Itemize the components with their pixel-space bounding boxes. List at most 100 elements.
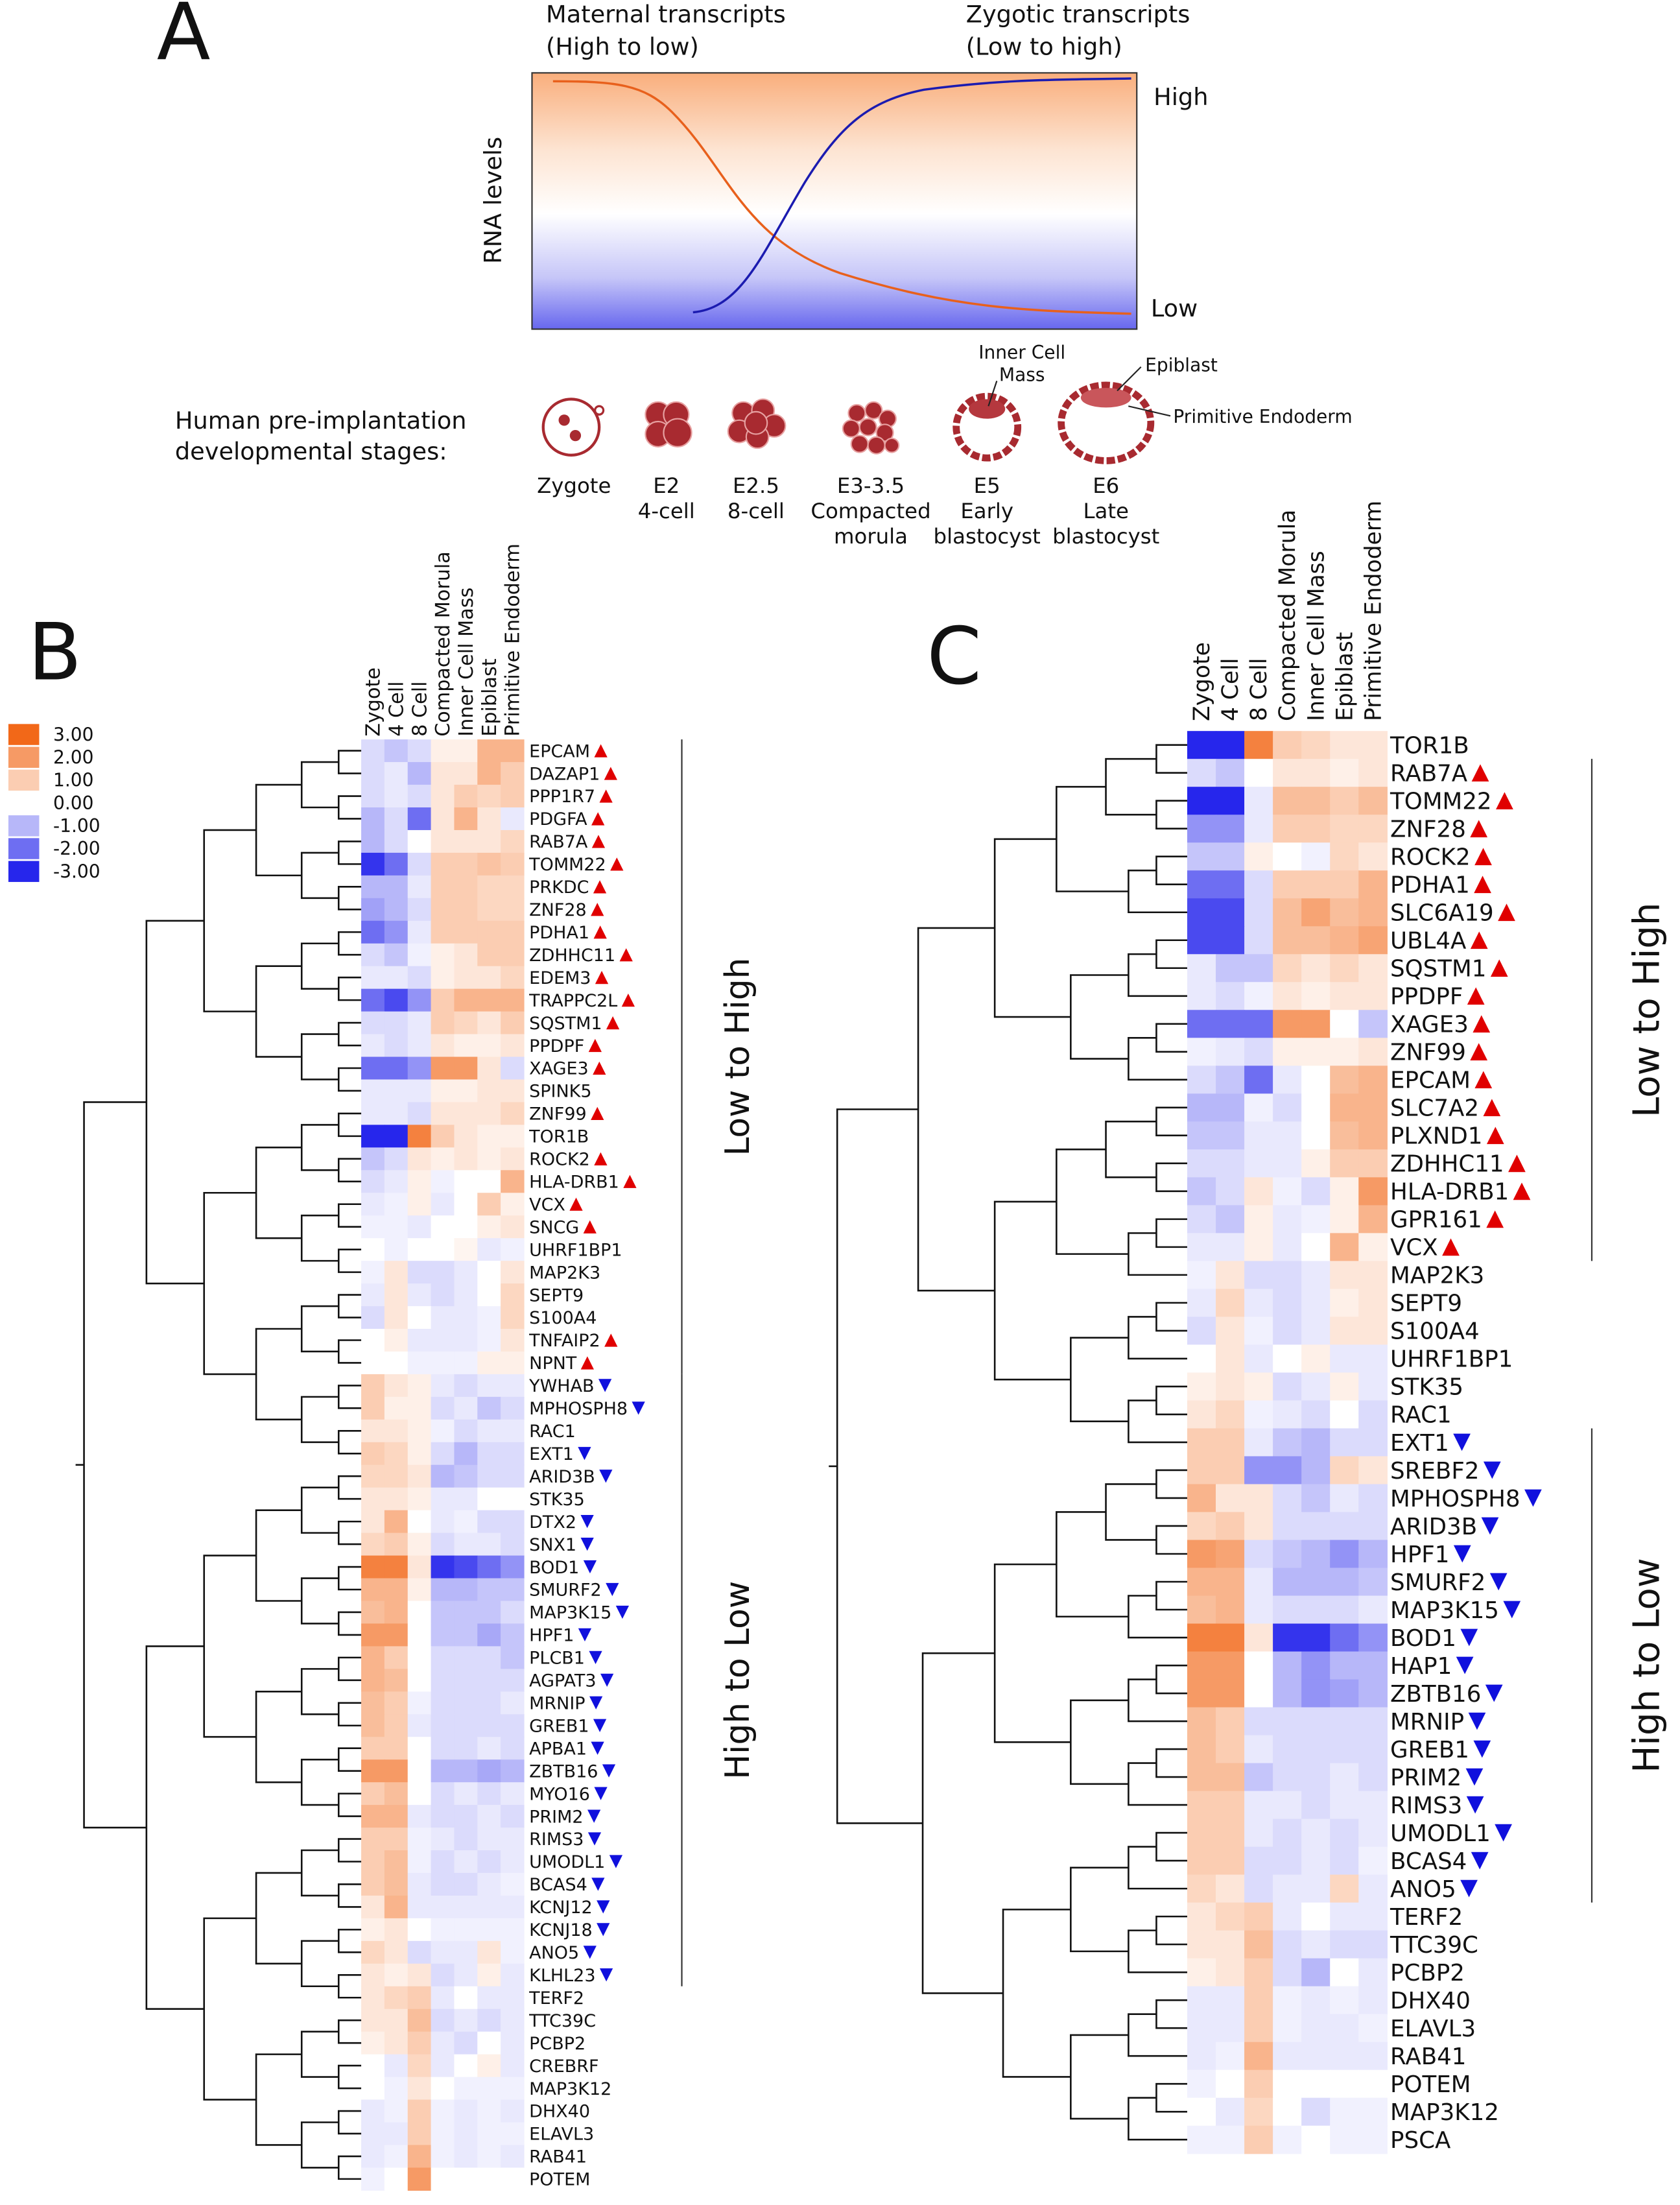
down-marker xyxy=(597,1923,610,1937)
heatmap-cell xyxy=(1358,2069,1388,2099)
heatmap-cell xyxy=(361,2031,385,2055)
heatmap-cell xyxy=(1244,1735,1273,1764)
stage-label: morula xyxy=(834,524,908,549)
heatmap-cell xyxy=(501,829,525,853)
heatmap-cell xyxy=(1216,1623,1245,1652)
heatmap-cell xyxy=(454,1737,478,1760)
dendrogram-branch xyxy=(337,1929,362,1953)
dendrogram-branch xyxy=(1070,1699,1129,1785)
gene-label: ZBTB16 xyxy=(1390,1681,1481,1708)
heatmap-cell xyxy=(361,1963,385,1987)
heatmap-cell xyxy=(1301,759,1331,787)
up-marker xyxy=(1474,876,1491,894)
heatmap-cell xyxy=(477,2077,501,2101)
heatmap-cell xyxy=(361,807,385,831)
heatmap-cell xyxy=(384,1986,408,2010)
heatmap-cell xyxy=(1301,1177,1331,1206)
heatmap-cell xyxy=(454,1646,478,1670)
heatmap-cell xyxy=(1187,1707,1216,1736)
heatmap-cell xyxy=(1216,1484,1245,1513)
down-marker xyxy=(600,1673,614,1687)
heatmap-cell xyxy=(1273,2069,1302,2099)
dendrogram-branch xyxy=(1070,974,1129,1060)
heatmap-cell xyxy=(1244,1540,1273,1569)
heatmap-cell xyxy=(477,1283,501,1307)
heatmap-cell xyxy=(1301,1289,1331,1318)
heatmap-cell xyxy=(501,988,525,1012)
dendrogram-branch xyxy=(300,1033,339,1080)
heatmap-cell xyxy=(1301,1317,1331,1346)
gene-label: PPP1R7 xyxy=(529,787,595,807)
gene-label: GREB1 xyxy=(529,1716,589,1736)
heatmap-cell xyxy=(1187,2125,1216,2154)
heatmap-cell xyxy=(1358,1986,1388,2015)
gene-label: HAP1 xyxy=(1390,1653,1452,1680)
heatmap-cell xyxy=(501,739,525,763)
heatmap-cell xyxy=(477,852,501,876)
heatmap-cell xyxy=(1187,1874,1216,1903)
heatmap-cell xyxy=(1216,1902,1245,1931)
legend-swatch xyxy=(8,838,40,859)
dendrogram-branch xyxy=(255,2053,302,2146)
heatmap-cell xyxy=(407,1691,432,1715)
heatmap-cell xyxy=(1301,1595,1331,1625)
heatmap-cell xyxy=(1187,1791,1216,1820)
down-marker xyxy=(1453,1433,1471,1451)
heatmap-cell xyxy=(1301,1400,1331,1429)
down-marker xyxy=(580,1515,594,1529)
gene-label: HPF1 xyxy=(1390,1542,1449,1568)
dendrogram-branch xyxy=(1056,1149,1129,1255)
heatmap-cell xyxy=(407,1396,432,1420)
gene-label: DTX2 xyxy=(529,1512,576,1532)
heatmap-cell xyxy=(1358,1707,1388,1736)
heatmap-cell xyxy=(361,988,385,1012)
heatmap-cell xyxy=(407,1193,432,1216)
heatmap-cell xyxy=(454,1056,478,1080)
heatmap-cell xyxy=(501,1646,525,1670)
dendrogram-branch xyxy=(255,1328,302,1421)
heatmap-cell xyxy=(431,1011,455,1035)
gene-label: MPHOSPH8 xyxy=(529,1399,628,1419)
heatmap-cell xyxy=(407,1601,432,1625)
gene-label: TOR1B xyxy=(528,1127,589,1147)
heatmap-cell xyxy=(1358,2042,1388,2071)
gene-label: ZDHHC11 xyxy=(529,946,615,966)
heatmap-cell xyxy=(431,1215,455,1239)
heatmap-cell xyxy=(1187,2014,1216,2043)
down-marker xyxy=(632,1401,645,1415)
gene-label: EPCAM xyxy=(529,741,590,761)
heatmap-cell xyxy=(1244,926,1273,955)
heatmap-cell xyxy=(501,1555,525,1579)
gene-label: RAB41 xyxy=(529,2147,587,2167)
down-marker xyxy=(589,1696,603,1710)
heatmap-cell xyxy=(1273,1818,1302,1848)
dendrogram-branch xyxy=(1128,869,1187,914)
gene-label: KCNJ12 xyxy=(529,1898,593,1918)
gene-label: ZBTB16 xyxy=(529,1761,598,1782)
heatmap-cell xyxy=(477,1215,501,1239)
heatmap-cell xyxy=(1244,2125,1273,2154)
heatmap-cell xyxy=(431,1601,455,1625)
heatmap-cell xyxy=(501,1396,525,1420)
heatmap-cell xyxy=(477,1170,501,1193)
dendrogram-branch xyxy=(1070,1337,1129,1422)
heatmap-cell xyxy=(407,1737,432,1760)
heatmap-cell xyxy=(477,943,501,967)
heatmap-cell xyxy=(361,1918,385,1942)
heatmap-cell xyxy=(407,2031,432,2055)
heatmap-cell xyxy=(1273,1874,1302,1903)
heatmap-cell xyxy=(361,943,385,967)
callout-label: Inner Cell xyxy=(978,342,1065,363)
heatmap-cell xyxy=(1330,870,1359,899)
heatmap-cell xyxy=(361,1034,385,1058)
heatmap-cell xyxy=(454,1215,478,1239)
panel-a: A Maternal transcripts (High to low) Zyg… xyxy=(157,0,1353,465)
heatmap-cell xyxy=(361,1940,385,1964)
heatmap-cell xyxy=(477,1329,501,1352)
dendrogram-branch xyxy=(337,1158,362,1183)
heatmap-cell xyxy=(1301,1958,1331,1987)
heatmap-cell xyxy=(1187,1344,1216,1374)
heatmap-cell xyxy=(384,2077,408,2101)
eight-cell-icon xyxy=(727,398,787,449)
heatmap-cell xyxy=(1244,815,1273,843)
